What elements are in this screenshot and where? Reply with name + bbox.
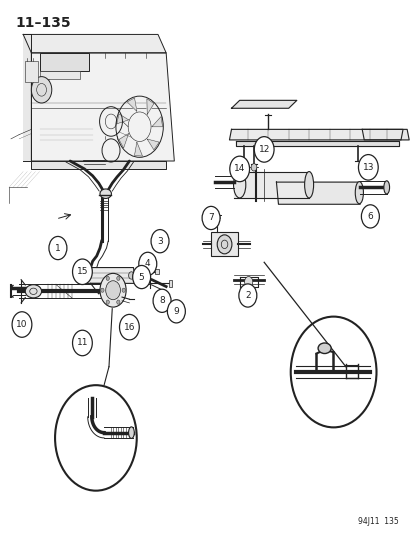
Polygon shape bbox=[31, 53, 174, 161]
Circle shape bbox=[202, 206, 220, 230]
Text: 3: 3 bbox=[157, 237, 162, 246]
Bar bbox=[40, 71, 80, 79]
Circle shape bbox=[106, 300, 109, 304]
Text: 11–135: 11–135 bbox=[15, 16, 71, 30]
Polygon shape bbox=[119, 134, 128, 148]
Polygon shape bbox=[31, 161, 166, 169]
Text: 10: 10 bbox=[16, 320, 28, 329]
Circle shape bbox=[251, 164, 256, 171]
Polygon shape bbox=[80, 268, 135, 284]
Circle shape bbox=[229, 156, 249, 182]
Polygon shape bbox=[134, 142, 142, 156]
Polygon shape bbox=[23, 35, 31, 161]
Circle shape bbox=[100, 273, 126, 307]
Ellipse shape bbox=[354, 182, 363, 204]
Polygon shape bbox=[147, 139, 159, 150]
Text: 9: 9 bbox=[173, 307, 179, 316]
Polygon shape bbox=[361, 130, 408, 140]
Text: 6: 6 bbox=[367, 212, 373, 221]
Text: 12: 12 bbox=[258, 145, 269, 154]
Circle shape bbox=[81, 272, 87, 279]
Bar bbox=[25, 61, 38, 82]
Polygon shape bbox=[229, 130, 402, 140]
Circle shape bbox=[106, 276, 109, 280]
Text: 4: 4 bbox=[145, 260, 150, 268]
Polygon shape bbox=[235, 141, 398, 146]
Ellipse shape bbox=[25, 285, 41, 298]
Text: 7: 7 bbox=[208, 214, 214, 222]
Ellipse shape bbox=[128, 427, 134, 439]
Circle shape bbox=[116, 300, 120, 304]
Circle shape bbox=[153, 289, 171, 312]
Circle shape bbox=[122, 288, 125, 292]
Text: 11: 11 bbox=[76, 338, 88, 348]
Polygon shape bbox=[231, 100, 296, 108]
Text: 1: 1 bbox=[55, 244, 61, 253]
Text: 16: 16 bbox=[123, 322, 135, 332]
Ellipse shape bbox=[317, 343, 330, 353]
Circle shape bbox=[128, 272, 134, 279]
Circle shape bbox=[100, 288, 104, 292]
Bar bbox=[40, 53, 88, 71]
Ellipse shape bbox=[233, 172, 245, 198]
Polygon shape bbox=[127, 98, 137, 111]
Circle shape bbox=[12, 312, 32, 337]
Polygon shape bbox=[233, 172, 309, 198]
Text: 8: 8 bbox=[159, 296, 164, 305]
Ellipse shape bbox=[304, 172, 313, 198]
Circle shape bbox=[358, 155, 377, 180]
Circle shape bbox=[244, 277, 252, 287]
Circle shape bbox=[138, 252, 157, 276]
Ellipse shape bbox=[383, 181, 389, 194]
Circle shape bbox=[72, 259, 92, 285]
Text: 15: 15 bbox=[76, 267, 88, 276]
Circle shape bbox=[167, 300, 185, 323]
Circle shape bbox=[132, 265, 150, 289]
Bar bbox=[211, 232, 237, 256]
Text: 5: 5 bbox=[138, 272, 144, 281]
Text: 13: 13 bbox=[362, 163, 373, 172]
Bar bbox=[169, 280, 172, 287]
Circle shape bbox=[49, 237, 67, 260]
Polygon shape bbox=[276, 182, 359, 204]
Polygon shape bbox=[152, 117, 162, 127]
Polygon shape bbox=[116, 114, 128, 124]
Circle shape bbox=[119, 314, 139, 340]
Ellipse shape bbox=[100, 189, 111, 198]
Polygon shape bbox=[147, 99, 154, 115]
Circle shape bbox=[238, 284, 256, 307]
Circle shape bbox=[31, 77, 52, 103]
Text: 14: 14 bbox=[233, 164, 245, 173]
Bar bbox=[154, 269, 159, 274]
Circle shape bbox=[151, 230, 169, 253]
Circle shape bbox=[361, 205, 378, 228]
Circle shape bbox=[217, 235, 231, 254]
Polygon shape bbox=[23, 35, 166, 53]
Circle shape bbox=[72, 330, 92, 356]
Circle shape bbox=[116, 276, 120, 280]
Circle shape bbox=[254, 136, 273, 162]
Text: 94J11  135: 94J11 135 bbox=[357, 517, 398, 526]
Text: 2: 2 bbox=[244, 291, 250, 300]
Circle shape bbox=[105, 281, 120, 300]
